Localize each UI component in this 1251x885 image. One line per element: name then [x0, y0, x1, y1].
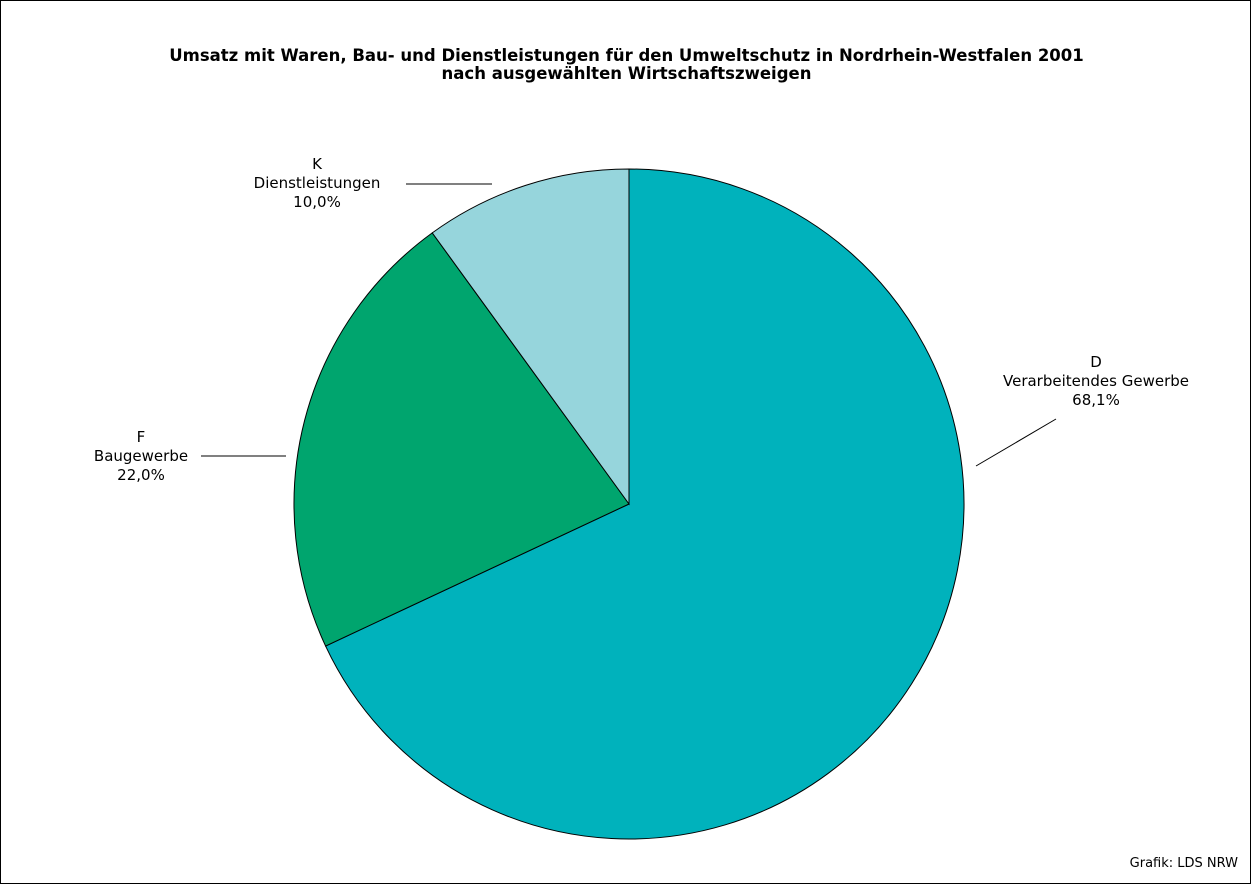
slice-value-label: 22,0%	[117, 466, 165, 484]
chart-title: Umsatz mit Waren, Bau- und Dienstleistun…	[169, 46, 1084, 65]
slice-value-label: 68,1%	[1072, 391, 1120, 409]
slice-code: K	[312, 155, 323, 173]
slice-label-f: F Baugewerbe 22,0%	[94, 428, 188, 484]
leader-line-d	[975, 418, 1057, 467]
slice-label-k: K Dienstleistungen 10,0%	[254, 155, 381, 211]
slice-label-d: D Verarbeitendes Gewerbe 68,1%	[1003, 353, 1189, 409]
source-credit: Grafik: LDS NRW	[1129, 856, 1238, 871]
slice-name: Verarbeitendes Gewerbe	[1003, 372, 1189, 390]
slice-value-label: 10,0%	[293, 193, 341, 211]
pie-slice-f	[293, 232, 630, 647]
pie-slice-k	[431, 168, 630, 506]
pie-slice-d	[324, 168, 965, 840]
slice-code: D	[1090, 353, 1102, 371]
chart-title-block: Umsatz mit Waren, Bau- und Dienstleistun…	[1, 47, 1251, 83]
slice-name: Dienstleistungen	[254, 174, 381, 192]
slice-code: F	[137, 428, 146, 446]
slice-name: Baugewerbe	[94, 447, 188, 465]
chart-subtitle: nach ausgewählten Wirtschaftszweigen	[441, 64, 812, 83]
